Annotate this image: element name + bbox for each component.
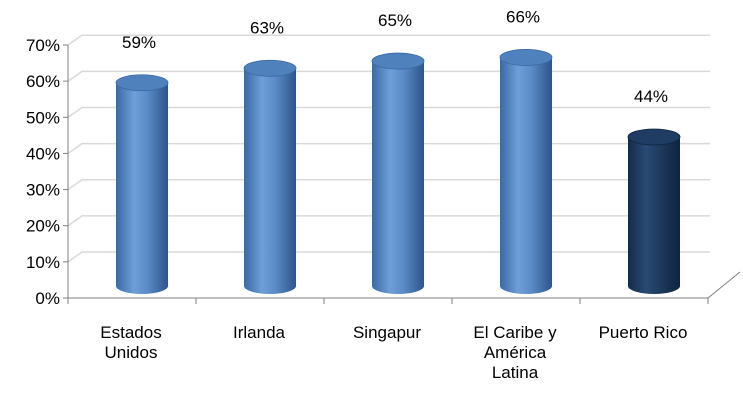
x-tick-label: Estados Unidos bbox=[100, 323, 161, 362]
bar-cap bbox=[371, 52, 425, 70]
bar-body bbox=[244, 68, 296, 294]
x-tick-label-line: Singapur bbox=[353, 323, 421, 342]
bar bbox=[371, 52, 425, 295]
x-tick-label: Irlanda bbox=[233, 323, 286, 342]
bar-cap bbox=[627, 128, 681, 146]
data-label: 63% bbox=[250, 18, 284, 37]
bar-body bbox=[372, 61, 424, 295]
bar-cap bbox=[499, 49, 553, 66]
bars bbox=[115, 49, 681, 295]
data-label: 66% bbox=[506, 7, 540, 26]
y-tick-label: 10% bbox=[26, 253, 60, 272]
y-tick-label: 20% bbox=[26, 217, 60, 236]
y-tick-label: 40% bbox=[26, 144, 60, 163]
x-tick-label: Puerto Rico bbox=[599, 323, 688, 342]
bar bbox=[115, 74, 169, 294]
bar-cap bbox=[115, 74, 169, 92]
x-axis-depth-line bbox=[707, 271, 741, 299]
bar-body bbox=[500, 57, 552, 295]
bar bbox=[499, 49, 553, 295]
x-tick-label-line: América bbox=[484, 343, 547, 362]
y-tick-label: 30% bbox=[26, 181, 60, 200]
y-tick-label: 70% bbox=[26, 36, 60, 55]
x-tick-label-line: Estados bbox=[100, 323, 161, 342]
bar bbox=[627, 128, 681, 294]
bar-body bbox=[116, 82, 168, 294]
y-tick-label: 0% bbox=[35, 289, 60, 308]
bar bbox=[243, 59, 297, 294]
data-label: 44% bbox=[634, 87, 668, 106]
labels: 0% 10% 20% 30% 40% 50% 60% 70% 59% Estados Unidos 6… bbox=[26, 7, 687, 382]
y-tick-label: 60% bbox=[26, 72, 60, 91]
bar-body bbox=[628, 136, 680, 294]
x-tick-label-line: El Caribe y bbox=[473, 323, 557, 342]
data-label: 59% bbox=[122, 33, 156, 52]
x-tick-label: Singapur bbox=[353, 323, 421, 342]
gridline bbox=[67, 34, 710, 46]
data-label: 65% bbox=[378, 11, 412, 30]
x-tick-label-line: Irlanda bbox=[233, 323, 286, 342]
bar-cap bbox=[243, 59, 297, 77]
x-tick-label: El Caribe y América Latina bbox=[473, 323, 557, 382]
x-tick-label-line: Puerto Rico bbox=[599, 323, 688, 342]
gridlines bbox=[67, 34, 710, 263]
x-tick-label-line: Unidos bbox=[105, 343, 158, 362]
x-tick-label-line: Latina bbox=[492, 363, 539, 382]
y-tick-label: 50% bbox=[26, 108, 60, 127]
axes bbox=[63, 44, 741, 304]
